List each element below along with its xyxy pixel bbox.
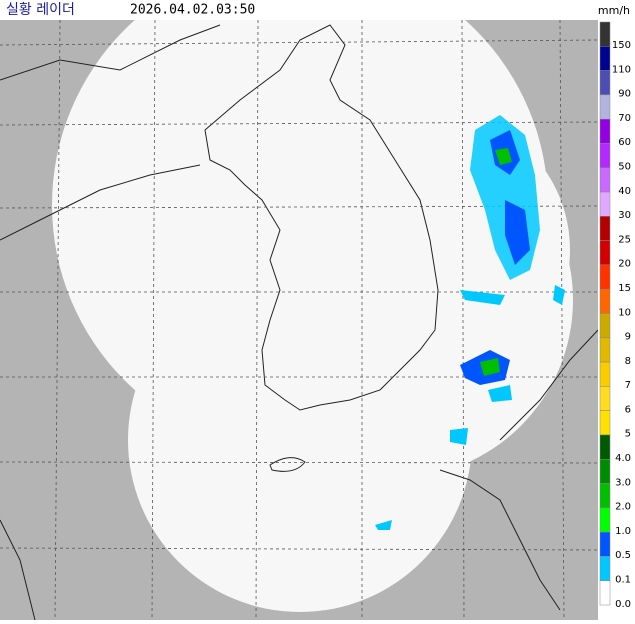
coastline [0,24,598,620]
legend-label: 6 [625,404,631,415]
legend-swatch [599,94,611,120]
legend-label: 90 [618,89,631,100]
legend-swatch [599,361,611,387]
legend-swatch [599,216,611,241]
legend-label: 110 [612,64,631,75]
legend-label: 25 [618,234,631,245]
legend-label: 150 [612,40,631,51]
legend-swatch [599,556,611,581]
legend-label: 10 [618,307,631,318]
legend-swatch [599,21,611,47]
legend-label: 7 [625,380,631,391]
legend-swatch [599,240,611,266]
title: 실황 레이더 [6,2,75,18]
legend-label: 0.1 [615,574,631,585]
legend-swatch [599,580,611,606]
legend-swatch [599,434,611,460]
legend-swatch [599,337,611,363]
legend-label: 50 [618,162,631,173]
legend-swatch [599,46,611,71]
header-bar [0,0,635,20]
legend-swatch [599,264,611,290]
legend-swatch [599,288,611,314]
legend-swatch [599,507,611,533]
legend-label: 8 [625,356,631,367]
legend-label: 9 [625,332,631,343]
timestamp: 2026.04.02.03:50 [130,3,255,18]
legend-label: 3.0 [615,477,631,488]
legend: 150 110 90 70 60 50 40 30 25 20 15 10 9 8 7 6 5 4.0 3.0 2.0… [599,21,631,610]
legend-label: 20 [618,259,631,270]
legend-label: 0.0 [615,599,631,610]
legend-swatch [599,313,611,339]
legend-swatch [599,483,611,509]
map [0,20,598,620]
precipitation [375,115,565,530]
legend-label: 1.0 [615,526,631,537]
legend-swatch [599,410,611,436]
legend-label: 30 [618,210,631,221]
legend-swatch [599,143,611,168]
unit: mm/h [598,4,630,17]
legend-swatch [599,459,611,484]
legend-label: 15 [618,283,631,294]
legend-label: 40 [618,186,631,197]
legend-swatch [599,386,611,411]
legend-label: 0.5 [615,550,631,561]
legend-label: 70 [618,113,631,124]
legend-label: 60 [618,137,631,148]
legend-swatch [599,191,611,217]
legend-swatch [599,70,611,96]
legend-label: 2.0 [615,502,631,513]
legend-swatch [599,118,611,144]
legend-label: 5 [625,429,631,440]
legend-swatch [599,167,611,193]
legend-swatch [599,531,611,557]
legend-label: 4.0 [615,453,631,464]
